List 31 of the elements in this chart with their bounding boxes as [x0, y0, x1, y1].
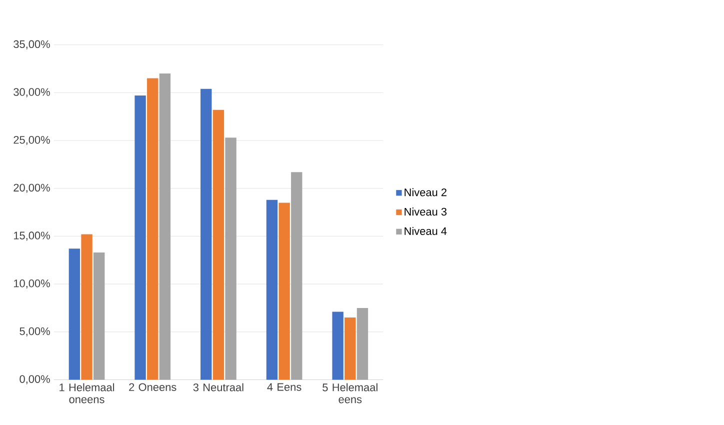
x-tick-label: 4 Eens: [267, 383, 302, 391]
y-tick-label: 20,00%: [14, 184, 50, 193]
x-tick-label: 5 Helemaal eens: [322, 383, 378, 404]
bar: [332, 312, 344, 380]
bar: [200, 88, 212, 380]
bar: [356, 308, 368, 380]
legend-label: Niveau 4: [404, 226, 447, 235]
bar: [291, 172, 302, 380]
bar: [134, 96, 146, 380]
y-tick-label: 0,00%: [20, 375, 50, 384]
y-tick-label: 10,00%: [14, 279, 50, 289]
bar: [159, 74, 171, 380]
y-tick-label: 25,00%: [14, 136, 50, 146]
x-tick-label: 2 Oneens: [129, 383, 176, 391]
y-tick-label: 30,00%: [14, 88, 50, 98]
bar: [212, 110, 224, 380]
y-tick-label: 35,00%: [14, 40, 50, 50]
bar: [81, 234, 92, 380]
bar: [278, 202, 290, 380]
bar: [225, 138, 236, 380]
bar: [68, 248, 80, 380]
bar: [344, 318, 356, 380]
x-tick-label: 1 Helemaal oneens: [60, 383, 114, 404]
y-tick-label: 5,00%: [20, 327, 50, 336]
legend-label: Niveau 2: [404, 188, 446, 196]
bar: [266, 200, 278, 380]
bar: [147, 78, 158, 380]
x-tick-label: 3 Neutraal: [193, 383, 244, 392]
y-tick-label: 15,00%: [14, 232, 50, 241]
legend-label: Niveau 3: [404, 208, 447, 216]
bar: [93, 252, 105, 380]
